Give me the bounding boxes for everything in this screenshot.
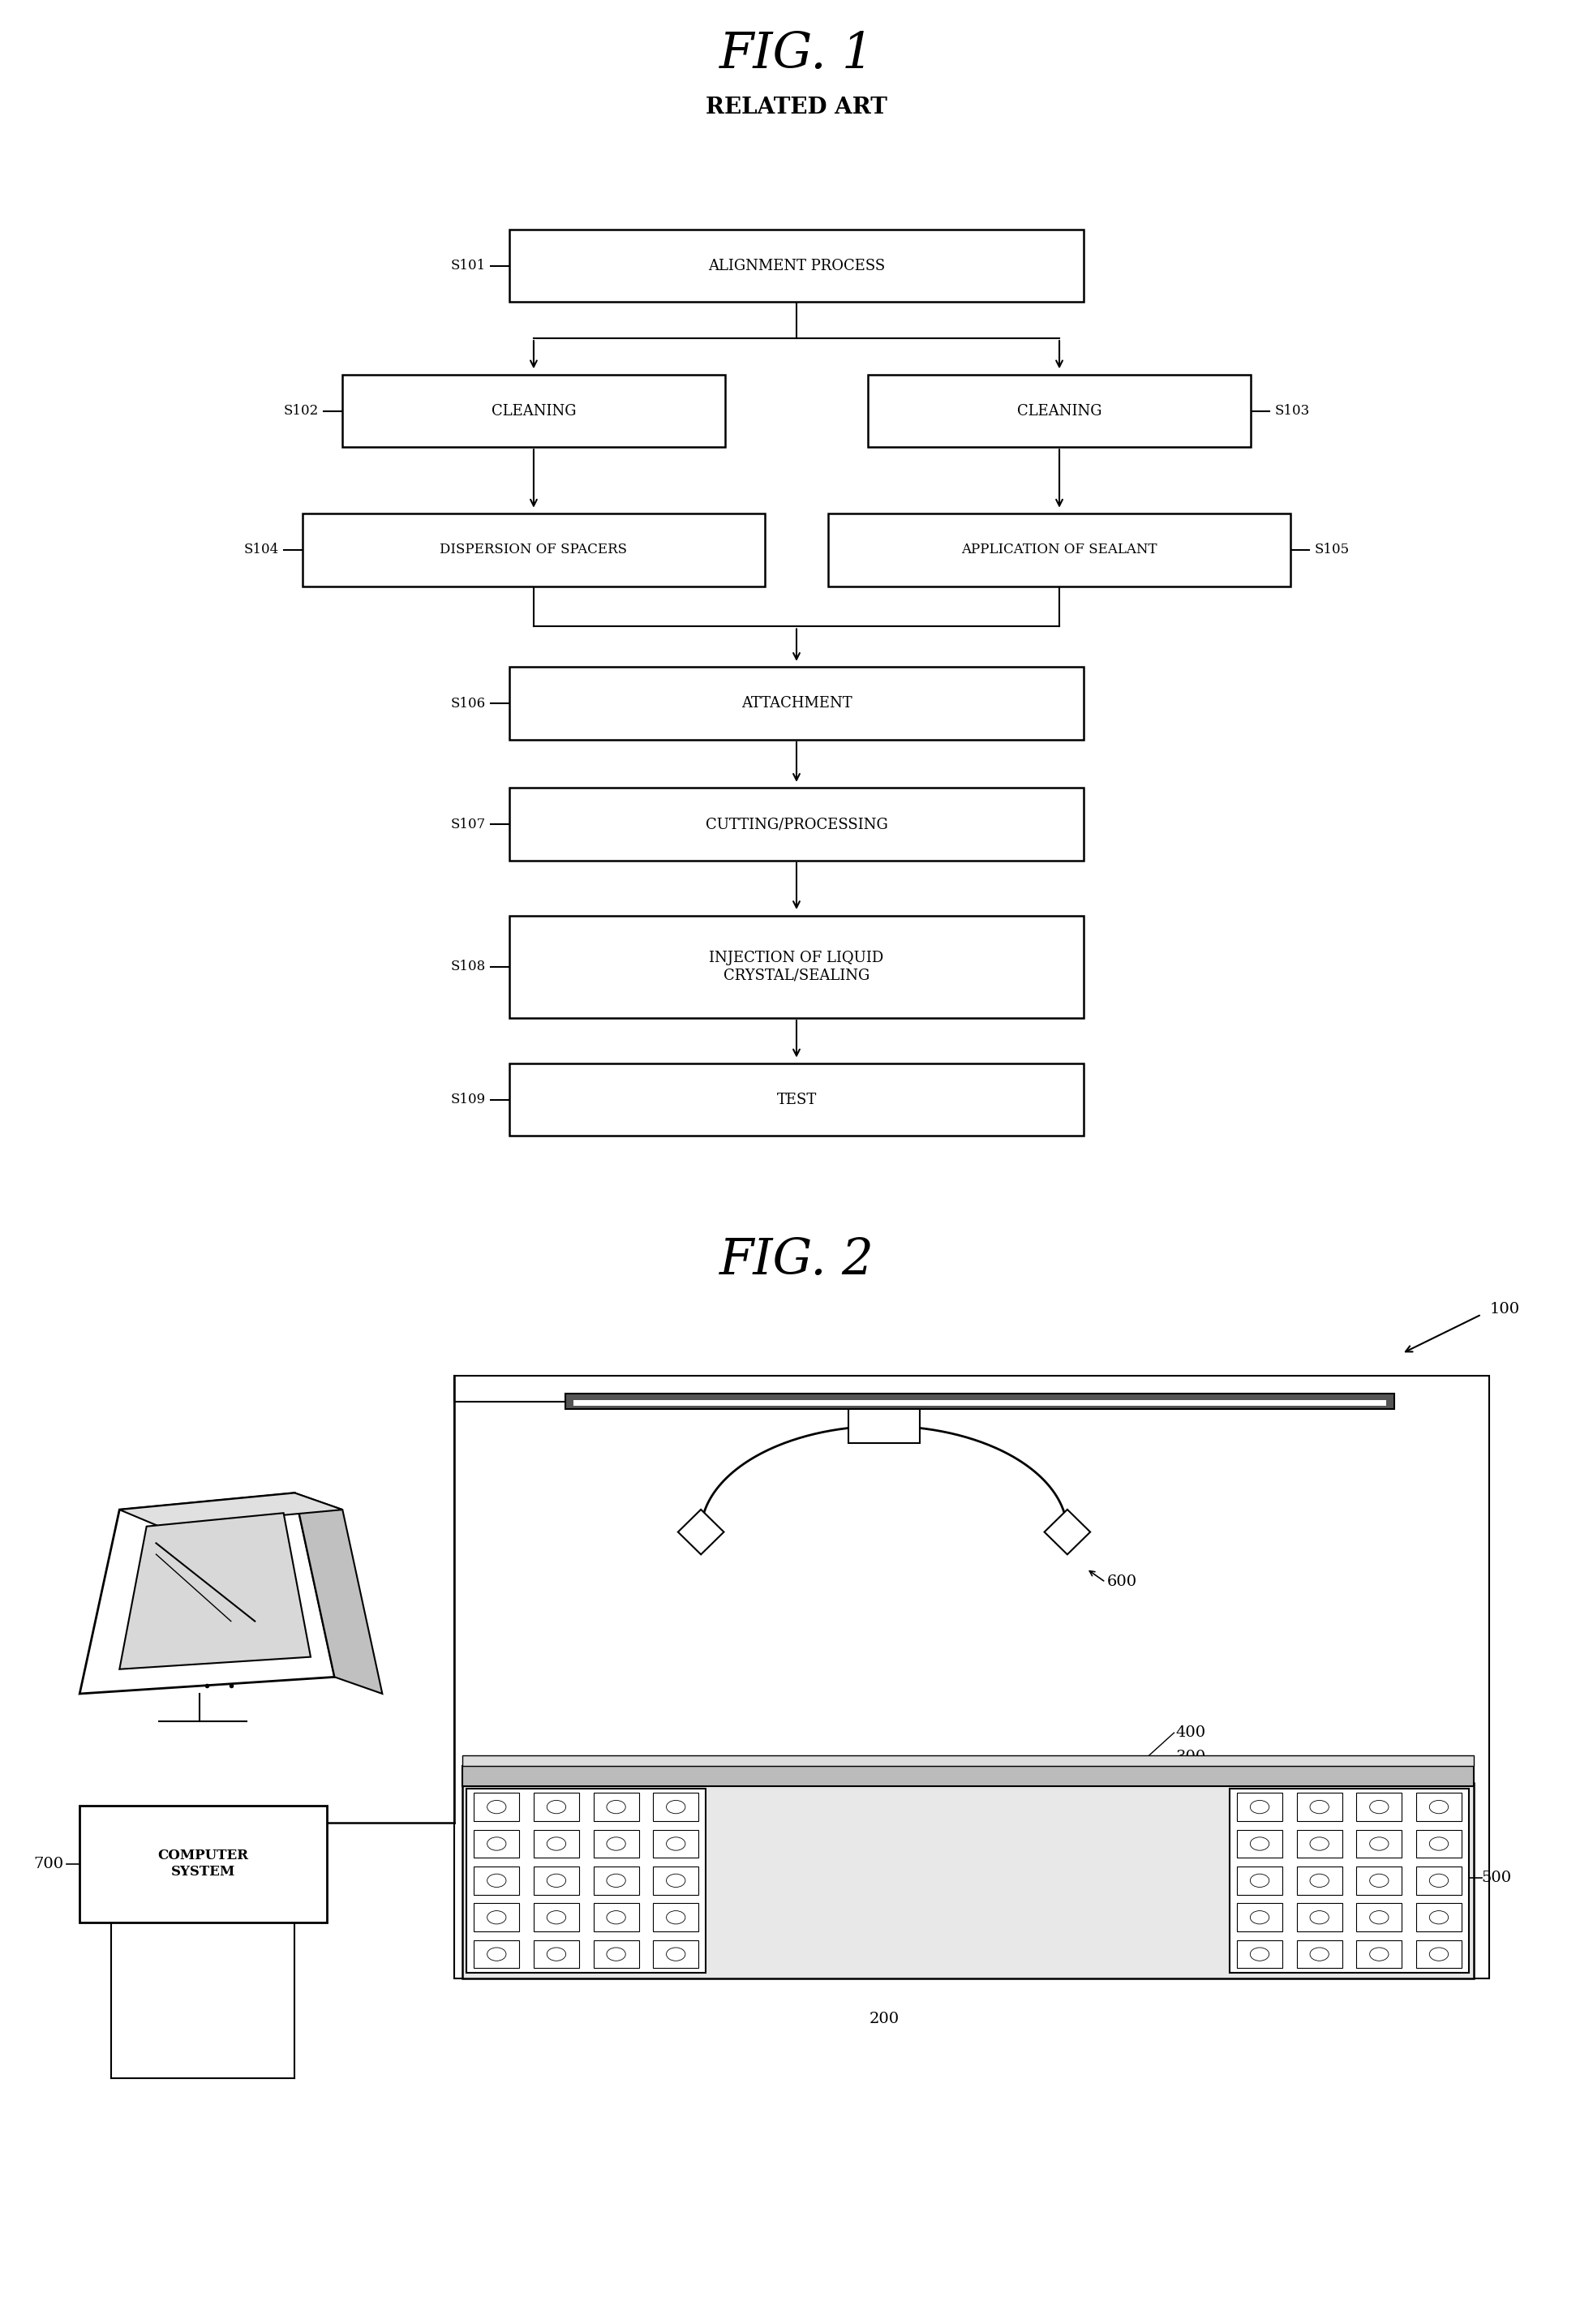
Bar [1416, 1941, 1462, 1968]
Text: CLEANING: CLEANING [491, 404, 577, 418]
Bar [1236, 1829, 1282, 1857]
Bar [1416, 1866, 1462, 1894]
Text: S109: S109 [451, 1092, 486, 1106]
Bar [653, 1941, 698, 1968]
Bar [868, 374, 1251, 446]
Bar [653, 1903, 698, 1931]
Bar [462, 1755, 1474, 1766]
Bar [1356, 1903, 1402, 1931]
Bar [653, 1794, 698, 1822]
Polygon shape [679, 1511, 723, 1555]
Text: CUTTING/PROCESSING: CUTTING/PROCESSING [706, 816, 887, 832]
Bar [1356, 1829, 1402, 1857]
Text: S108: S108 [451, 960, 486, 974]
Bar [462, 1766, 1474, 1787]
Bar [593, 1794, 639, 1822]
Text: ATTACHMENT: ATTACHMENT [741, 695, 852, 711]
Bar [510, 230, 1083, 302]
Text: 600: 600 [1107, 1576, 1137, 1590]
Bar [1297, 1941, 1341, 1968]
Text: 300: 300 [1176, 1750, 1206, 1764]
Bar [510, 788, 1083, 860]
Bar [454, 1376, 1489, 1978]
Bar [1230, 1789, 1469, 1973]
Bar [566, 1394, 1394, 1408]
Bar [510, 667, 1083, 739]
Text: S101: S101 [451, 258, 486, 272]
Text: S106: S106 [451, 697, 486, 711]
Bar [653, 1829, 698, 1857]
Bar [847, 1408, 921, 1443]
Text: S103: S103 [1274, 404, 1309, 418]
Polygon shape [119, 1513, 311, 1669]
Text: COMPUTER
SYSTEM: COMPUTER SYSTEM [158, 1850, 249, 1878]
Bar [473, 1794, 519, 1822]
Polygon shape [1045, 1511, 1090, 1555]
Bar [1356, 1941, 1402, 1968]
Polygon shape [80, 1492, 335, 1694]
Text: S104: S104 [244, 544, 279, 558]
Bar [593, 1941, 639, 1968]
Text: APPLICATION OF SEALANT: APPLICATION OF SEALANT [962, 544, 1157, 558]
Text: TEST: TEST [776, 1092, 817, 1106]
Polygon shape [119, 1492, 342, 1527]
Text: 500: 500 [1481, 1871, 1512, 1885]
Text: S105: S105 [1314, 544, 1349, 558]
Bar [303, 514, 765, 586]
Bar [1416, 1903, 1462, 1931]
Bar [828, 514, 1290, 586]
Bar [1416, 1794, 1462, 1822]
Bar [1297, 1829, 1341, 1857]
Bar [473, 1941, 519, 1968]
Bar [80, 1806, 327, 1922]
Bar [1297, 1866, 1341, 1894]
Bar [653, 1866, 698, 1894]
Text: FIG. 1: FIG. 1 [718, 30, 875, 79]
Bar [1236, 1794, 1282, 1822]
Bar [593, 1829, 639, 1857]
Bar [1356, 1866, 1402, 1894]
Text: S107: S107 [451, 818, 486, 832]
Bar [1297, 1903, 1341, 1931]
Bar [1236, 1903, 1282, 1931]
Bar [473, 1829, 519, 1857]
Bar [510, 1064, 1083, 1136]
Polygon shape [295, 1492, 382, 1694]
Text: ALIGNMENT PROCESS: ALIGNMENT PROCESS [707, 258, 886, 274]
Text: CLEANING: CLEANING [1016, 404, 1102, 418]
Text: 700: 700 [33, 1857, 64, 1871]
Bar [534, 1941, 578, 1968]
Bar [534, 1794, 578, 1822]
Text: DISPERSION OF SPACERS: DISPERSION OF SPACERS [440, 544, 628, 558]
Bar [473, 1903, 519, 1931]
Bar [342, 374, 725, 446]
Bar [534, 1829, 578, 1857]
Bar [1416, 1829, 1462, 1857]
Bar [1236, 1866, 1282, 1894]
Text: FIG. 2: FIG. 2 [718, 1236, 875, 1285]
Bar [462, 1783, 1474, 1978]
Bar [467, 1789, 706, 1973]
Text: INJECTION OF LIQUID
CRYSTAL/SEALING: INJECTION OF LIQUID CRYSTAL/SEALING [709, 951, 884, 983]
Bar [573, 1401, 1386, 1406]
Bar [534, 1866, 578, 1894]
Bar [1356, 1794, 1402, 1822]
Text: 400: 400 [1176, 1724, 1206, 1741]
Text: RELATED ART: RELATED ART [706, 98, 887, 119]
Bar [593, 1903, 639, 1931]
Bar [1297, 1794, 1341, 1822]
Text: 200: 200 [870, 2013, 898, 2027]
Bar [534, 1903, 578, 1931]
Bar [510, 916, 1083, 1018]
Text: S102: S102 [284, 404, 319, 418]
Text: 100: 100 [1489, 1301, 1520, 1315]
Bar [473, 1866, 519, 1894]
Bar [593, 1866, 639, 1894]
Bar [1236, 1941, 1282, 1968]
